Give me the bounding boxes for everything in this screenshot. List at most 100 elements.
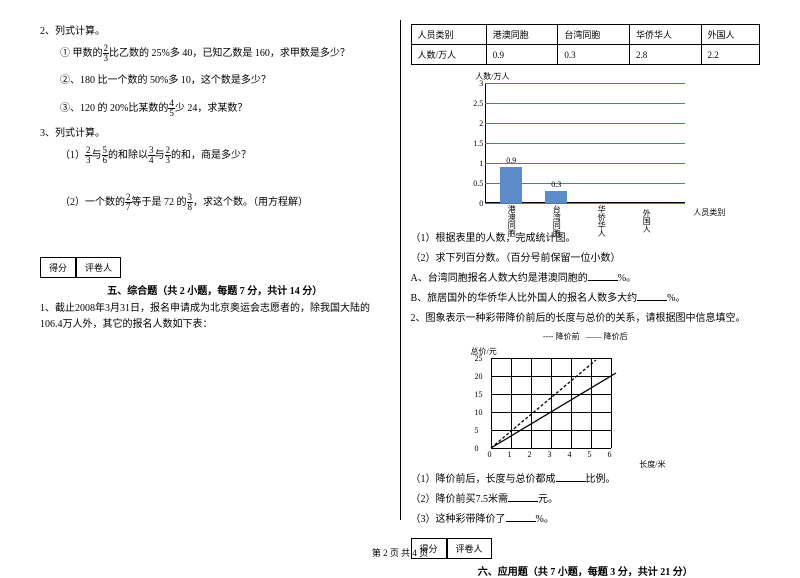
q2-title: 2、列式计算。 (40, 24, 390, 40)
th: 华侨华人 (629, 25, 701, 45)
data-table: 人员类别 港澳同胞 台湾同胞 华侨华人 外国人 人数/万人 0.9 0.3 2.… (411, 24, 761, 65)
xtick: 6 (608, 450, 612, 459)
t: 比例。 (586, 474, 616, 485)
xlabel: 外国人 (640, 203, 652, 238)
t: （1） (60, 150, 85, 161)
td: 2.2 (701, 45, 759, 65)
t: 与 (92, 150, 102, 161)
td: 2.8 (629, 45, 701, 65)
legend-after: —— 降价后 (586, 332, 628, 341)
q2-2: ②、180 比一个数的 50%多 10，这个数是多少？ (60, 73, 390, 89)
t: 元。 (538, 494, 558, 505)
blank (588, 271, 618, 281)
q3-title: 3、列式计算。 (40, 126, 390, 142)
th: 港澳同胞 (486, 25, 558, 45)
reviewer-label: 评卷人 (76, 257, 121, 278)
q2: 2、图象表示一种彩带降价前后的长度与总价的关系，请根据图中信息填空。 (411, 311, 761, 327)
t: A、台湾同胞报名人数大约是港澳同胞的 (411, 273, 588, 284)
ytick: 15 (475, 390, 483, 399)
blank (506, 512, 536, 522)
blank (556, 472, 586, 482)
x-axis-title: 人员类别 (693, 207, 725, 218)
t: （3）这种彩带降价了 (411, 514, 506, 525)
th: 人员类别 (411, 25, 486, 45)
xtick: 4 (568, 450, 572, 459)
page-footer: 第 2 页 共 4 页 (0, 546, 800, 559)
t: 等于是 72 的 (132, 197, 187, 208)
q2-3: ③、120 的 20%比某数的45少 24，求某数？ (60, 99, 390, 118)
score-box: 得分 评卷人 (40, 257, 390, 278)
ytick: 0.5 (465, 179, 483, 188)
t: %。 (618, 273, 636, 284)
ytick: 1 (465, 159, 483, 168)
q3-2: （2）一个数的27等于是 72 的38，求这个数。（用方程解） (60, 193, 390, 212)
ytick: 0 (475, 444, 479, 453)
ytick: 20 (475, 372, 483, 381)
xlabel: 港澳同胞 (505, 203, 517, 238)
bar-value: 0.3 (545, 180, 567, 189)
x-title: 长度/米 (639, 459, 665, 470)
q1-2b: B、旅居国外的华侨华人比外国人的报名人数多大约 %。 (411, 291, 761, 307)
line-chart: 总价/元 长度/米 01234560510152025 (471, 348, 641, 468)
section-6-title: 六、应用题（共 7 小题，每题 3 分，共计 21 分） (411, 563, 761, 578)
ytick: 5 (475, 426, 479, 435)
t: ，求这个数。（用方程解） (193, 197, 308, 208)
right-column: 人员类别 港澳同胞 台湾同胞 华侨华人 外国人 人数/万人 0.9 0.3 2.… (401, 20, 771, 520)
score-label: 得分 (40, 257, 76, 278)
td: 0.9 (486, 45, 558, 65)
ytick: 2 (465, 119, 483, 128)
th: 外国人 (701, 25, 759, 45)
q2-1: ① 甲数的23比乙数的 25%多 40，已知乙数是 160，求甲数是多少？ (60, 44, 390, 63)
q1-2: （2）求下列百分数。（百分号前保留一位小数） (411, 251, 761, 267)
td: 0.3 (558, 45, 630, 65)
legend: ---- 降价前 —— 降价后 (411, 331, 761, 342)
t: （2）降价前买7.5米需 (411, 494, 509, 505)
q1-2a: A、台湾同胞报名人数大约是港澳同胞的 %。 (411, 271, 761, 287)
q5-1: 1、截止2008年3月31日，报名申请成为北京奥运会志愿者的，除我国大陆的106… (40, 301, 390, 333)
xtick: 1 (508, 450, 512, 459)
ytick: 10 (475, 408, 483, 417)
bar-chart: 人数/万人 人员类别 00.511.522.530.90.3港澳同胞台湾同胞华侨… (455, 73, 715, 223)
q2-1b: 比乙数的 25%多 40，已知乙数是 160，求甲数是多少？ (109, 48, 350, 59)
chart-lines (471, 348, 641, 468)
q3-1: （1）23与56的和除以34与23的和，商是多少？ (60, 146, 390, 165)
t: %。 (667, 293, 685, 304)
table-row: 人员类别 港澳同胞 台湾同胞 华侨华人 外国人 (411, 25, 760, 45)
ytick: 3 (465, 79, 483, 88)
ytick: 2.5 (465, 99, 483, 108)
section-5-title: 五、综合题（共 2 小题，每题 7 分，共计 14 分） (40, 282, 390, 297)
xlabel: 华侨华人 (595, 203, 607, 238)
t: 的和，商是多少？ (171, 150, 251, 161)
bar (500, 167, 522, 203)
td: 人数/万人 (411, 45, 486, 65)
table-row: 人数/万人 0.9 0.3 2.8 2.2 (411, 45, 760, 65)
t: 的和除以 (108, 150, 148, 161)
t: %。 (536, 514, 554, 525)
ytick: 0 (465, 199, 483, 208)
xtick: 2 (528, 450, 532, 459)
left-column: 2、列式计算。 ① 甲数的23比乙数的 25%多 40，已知乙数是 160，求甲… (30, 20, 401, 520)
blank (637, 291, 667, 301)
q2-1a: ① 甲数的 (60, 48, 103, 59)
xtick: 0 (488, 450, 492, 459)
legend-before: ---- 降价前 (543, 332, 580, 341)
ytick: 25 (475, 354, 483, 363)
xtick: 5 (588, 450, 592, 459)
th: 台湾同胞 (558, 25, 630, 45)
t: 与 (155, 150, 165, 161)
xlabel: 台湾同胞 (550, 203, 562, 238)
blank (508, 492, 538, 502)
q1-1: （1）根据表里的人数，完成统计图。 (411, 231, 761, 247)
q2-2: （2）降价前买7.5米需 元。 (411, 492, 761, 508)
t: （2）一个数的 (60, 197, 125, 208)
q2-3a: ③、120 的 20%比某数的 (60, 103, 168, 114)
q2-3: （3）这种彩带降价了 %。 (411, 512, 761, 528)
t: B、旅居国外的华侨华人比外国人的报名人数多大约 (411, 293, 638, 304)
q2-3b: 少 24，求某数？ (175, 103, 248, 114)
t: （1）降价前后，长度与总价都成 (411, 474, 556, 485)
q2-1: （1）降价前后，长度与总价都成 比例。 (411, 472, 761, 488)
bar-value: 0.9 (500, 156, 522, 165)
ytick: 1.5 (465, 139, 483, 148)
page-content: 2、列式计算。 ① 甲数的23比乙数的 25%多 40，已知乙数是 160，求甲… (0, 0, 800, 540)
bar (545, 191, 567, 203)
